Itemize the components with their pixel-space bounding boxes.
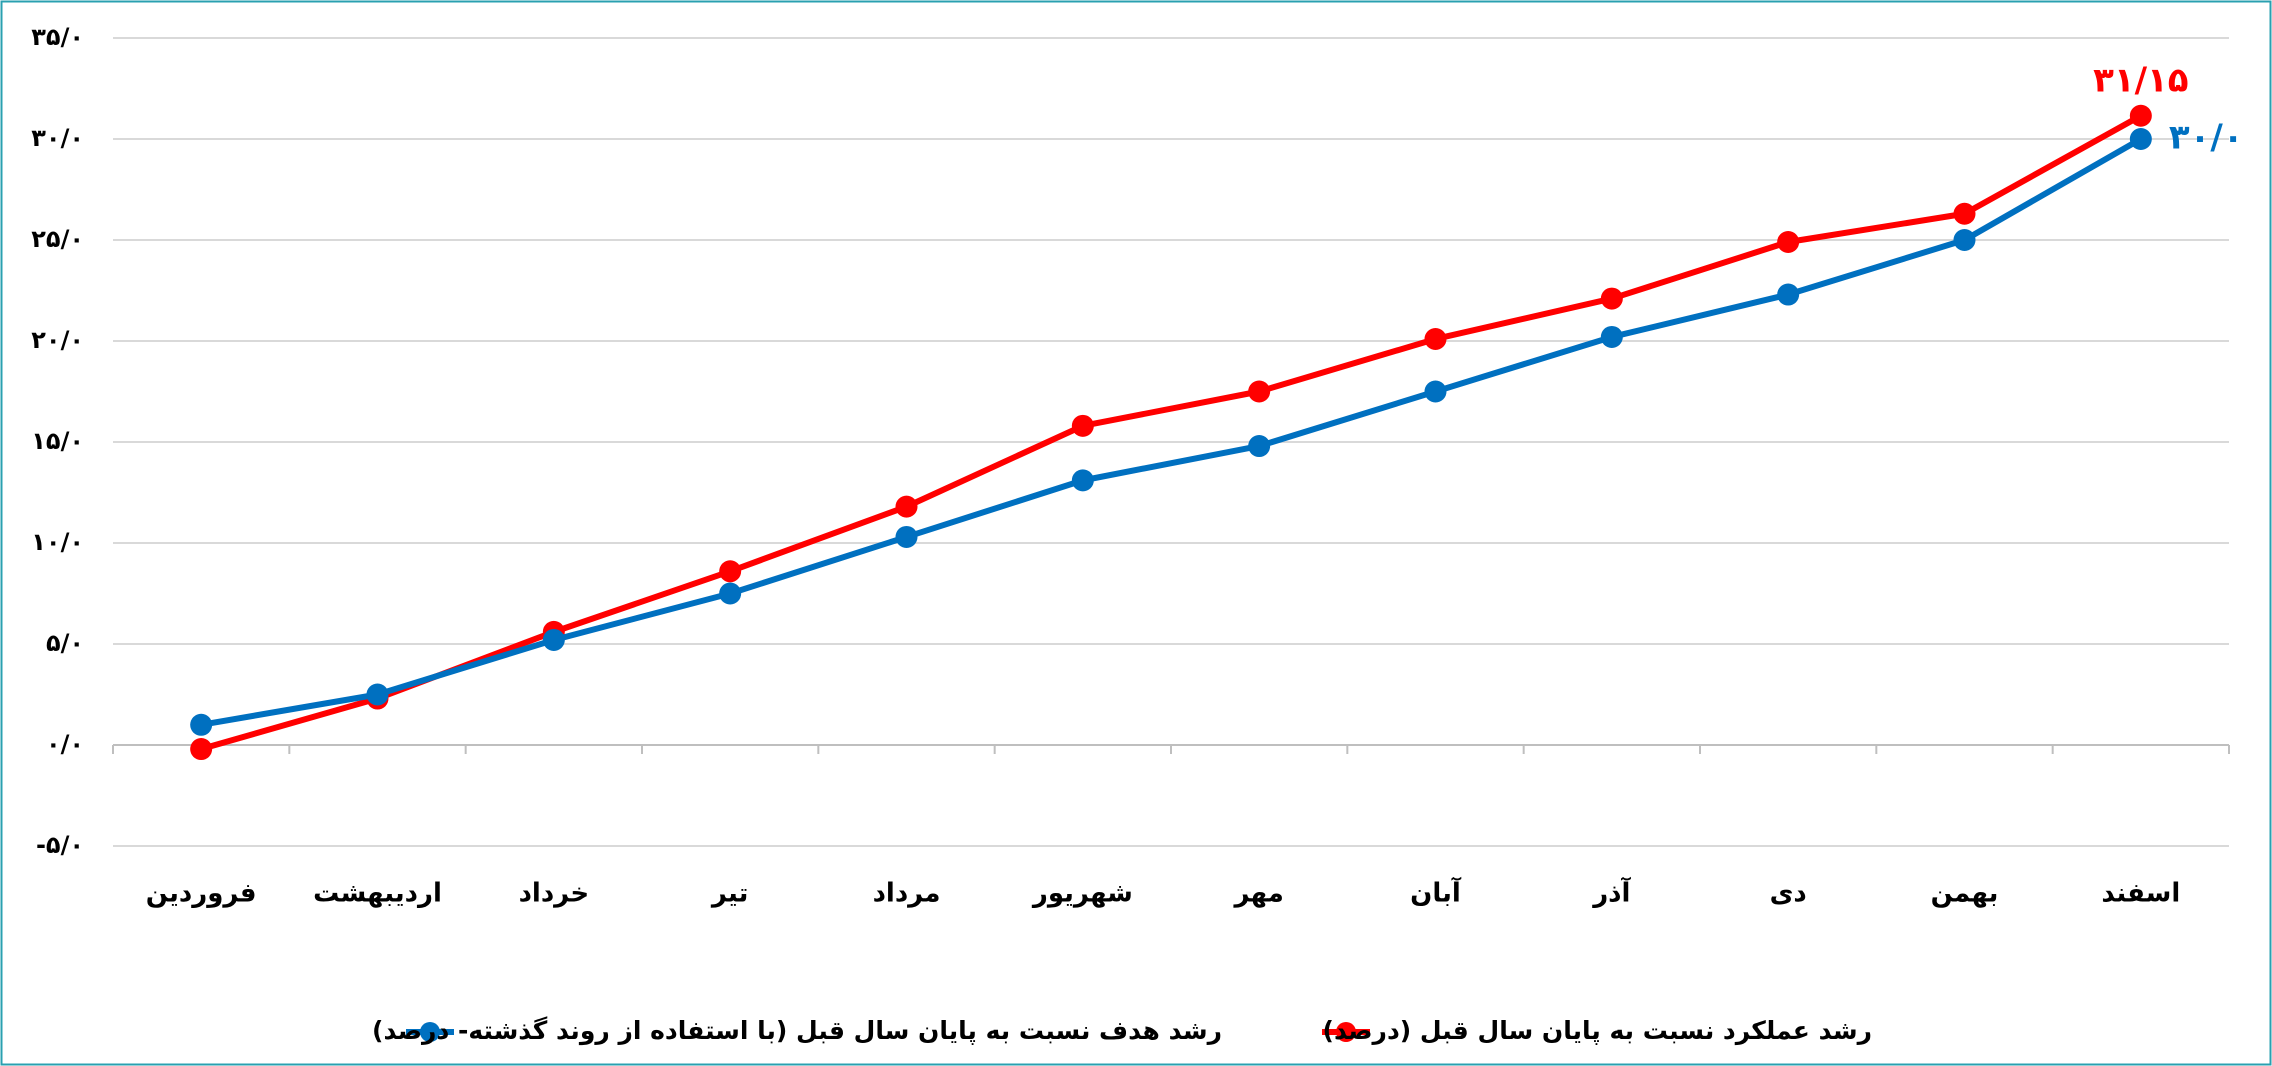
x-tick-label: بهمن [1931, 879, 1999, 909]
data-point [895, 525, 918, 548]
x-tick-label: تیر [710, 879, 749, 909]
y-tick-label: ۱۰/۰ [31, 528, 84, 556]
x-tick-label: دی [1770, 879, 1807, 909]
series-line [200, 136, 2143, 728]
series-line [200, 113, 2143, 752]
data-point [1953, 202, 1976, 225]
data-point [190, 713, 213, 736]
data-point [1424, 380, 1447, 403]
y-tick-label: ۱۵/۰ [31, 427, 84, 455]
data-point [1777, 231, 1800, 254]
x-tick-label: آبان [1410, 877, 1462, 909]
data-point [895, 495, 918, 518]
data-point [1424, 327, 1447, 350]
y-tick-label: ۰/۰ [46, 730, 84, 758]
data-point [719, 582, 742, 605]
legend-marker [420, 1022, 440, 1042]
data-point [1777, 283, 1800, 306]
x-tick-label: فروردین [146, 879, 257, 909]
legend-label: رشد عملکرد نسبت به پایان سال قبل (درصد) [1323, 1016, 1872, 1046]
data-point [1248, 380, 1271, 403]
data-point [2129, 128, 2152, 150]
x-tick-label: شهریور [1031, 879, 1133, 909]
data-point [1953, 229, 1976, 251]
data-label: ۳۰/۰ [2169, 118, 2244, 158]
x-tick-label: مرداد [873, 879, 941, 909]
data-point [542, 628, 565, 651]
x-tick-label: اسفند [2101, 879, 2180, 909]
y-tick-label: ۵/۰ [46, 629, 84, 657]
y-tick-label: -۵/۰ [36, 831, 84, 859]
data-point [190, 738, 213, 761]
data-point [1248, 435, 1271, 458]
data-point [1071, 469, 1094, 492]
y-tick-label: ۳۰/۰ [31, 124, 84, 152]
data-point [1600, 325, 1623, 348]
y-tick-label: ۲۵/۰ [31, 225, 84, 253]
data-point [366, 683, 389, 706]
y-tick-label: ۳۵/۰ [31, 23, 84, 51]
data-point [1600, 287, 1623, 310]
data-point [1071, 414, 1094, 437]
data-point [2129, 104, 2152, 127]
legend-label: رشد هدف نسبت به پایان سال قبل (با استفاد… [372, 1016, 1222, 1046]
legend-marker [1336, 1022, 1356, 1042]
data-point [719, 560, 742, 583]
y-tick-label: ۲۰/۰ [31, 326, 84, 354]
x-tick-label: مهر [1232, 879, 1283, 909]
x-tick-label: خرداد [519, 879, 590, 909]
x-tick-label: آذر [1591, 877, 1631, 909]
data-label: ۳۱/۱۵ [2093, 60, 2188, 100]
x-tick-label: اردیبهشت [313, 879, 442, 909]
